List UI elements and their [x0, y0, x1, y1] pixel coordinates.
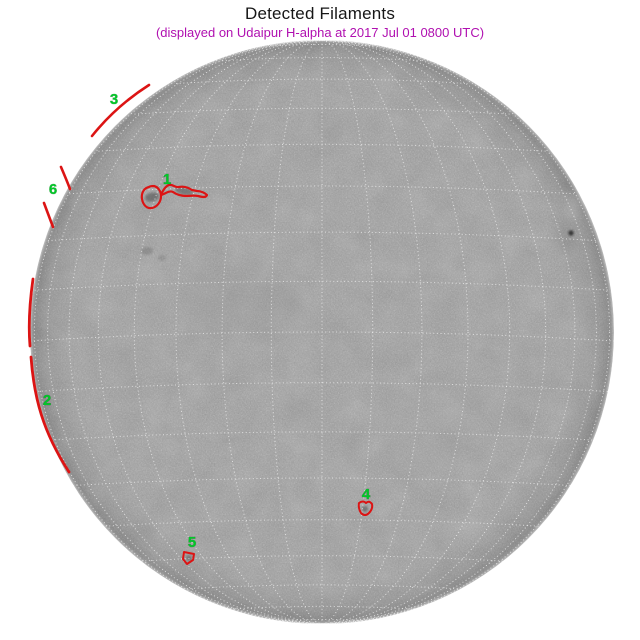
filament-contour-6 — [42, 165, 72, 229]
meridian-line — [133, 40, 511, 624]
latitude-line — [98, 143, 546, 152]
latitude-line — [69, 477, 575, 487]
filament-label-1: 1 — [163, 171, 171, 188]
filament-contour-1 — [140, 183, 209, 210]
filament-label-2: 2 — [43, 392, 51, 409]
filament-label-4: 4 — [362, 486, 371, 503]
latitude-line — [47, 431, 597, 441]
latitude-line — [69, 185, 575, 195]
filament-contour-3 — [90, 83, 151, 138]
latitude-line — [34, 382, 610, 393]
latitude-line — [34, 280, 610, 291]
filament-layer: 1 2 3 4 5 6 — [27, 83, 374, 565]
grid-layer — [30, 40, 614, 624]
filament-label-6: 6 — [49, 181, 57, 198]
meridian-line — [97, 40, 547, 624]
latitude-line — [47, 231, 597, 242]
limb-fuzz-edge — [22, 32, 622, 632]
latitude-line — [134, 107, 510, 115]
filament-label-3: 3 — [110, 91, 118, 108]
meridian-line — [221, 40, 423, 624]
filament-label-5: 5 — [188, 534, 196, 551]
filament-contour-4 — [357, 500, 374, 516]
filament-contour-5 — [182, 551, 195, 565]
meridian-line — [68, 40, 576, 624]
solar-disk — [30, 40, 614, 624]
filament-contour-2 — [27, 277, 71, 474]
meridian-line — [47, 40, 597, 624]
